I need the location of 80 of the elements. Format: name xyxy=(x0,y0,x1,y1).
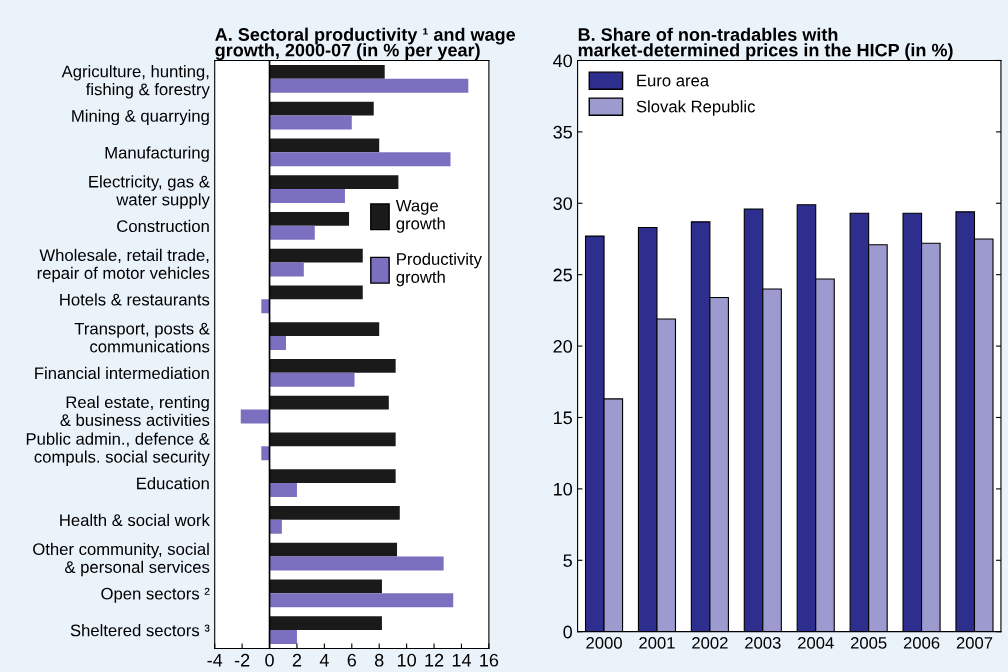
bar xyxy=(269,519,282,534)
y-tick-label: 0 xyxy=(563,625,573,639)
y-tick-label: 20 xyxy=(553,340,573,353)
y-tick-label: Manufacturing xyxy=(105,146,209,162)
x-tick-label: 2004 xyxy=(798,636,834,649)
bar xyxy=(269,285,363,300)
y-tick-label: 35 xyxy=(553,125,572,139)
y-tick-label: Sheltered sectors ³ xyxy=(70,624,210,637)
legend-label: Slovak Republic xyxy=(636,100,755,116)
legend-label: Wage growth xyxy=(395,199,445,233)
y-tick-label: Real estate, renting & business activities xyxy=(60,395,210,426)
bar xyxy=(269,395,389,410)
bar xyxy=(269,556,444,571)
x-tick-label: 0 xyxy=(265,653,274,667)
x-tick-label: 4 xyxy=(319,654,329,667)
x-tick-label: -4 xyxy=(207,654,223,667)
y-tick-label: 5 xyxy=(563,554,572,567)
y-tick-label: Health & social work xyxy=(60,513,210,527)
bar xyxy=(269,101,374,116)
bar xyxy=(269,593,454,608)
x-tick-label: 6 xyxy=(347,653,357,667)
bar xyxy=(269,372,355,387)
bar xyxy=(269,212,350,226)
bar xyxy=(269,189,345,203)
y-tick-label: Electricity, gas & water supply xyxy=(89,175,210,209)
x-tick-label: 16 xyxy=(480,653,499,667)
bar xyxy=(269,542,398,557)
bar xyxy=(269,322,380,337)
y-tick-label: Mining & quarrying xyxy=(72,109,209,126)
legend-label: Productivity growth xyxy=(396,252,482,287)
x-tick-label: 2001 xyxy=(639,636,675,649)
y-tick-label: 10 xyxy=(554,482,573,496)
y-tick-label: Education xyxy=(137,477,209,490)
bar xyxy=(269,469,396,484)
x-tick-label: 2 xyxy=(292,653,302,667)
y-tick-label: Other community, social & personal services xyxy=(33,542,210,577)
y-tick-label: 25 xyxy=(553,268,572,282)
bar xyxy=(269,616,382,631)
x-tick-label: 2007 xyxy=(956,636,993,649)
y-tick-label: Agriculture, hunting, fishing & forestry xyxy=(61,65,210,99)
bar xyxy=(269,138,380,153)
y-tick-label: Hotels & restaurants xyxy=(60,293,210,306)
bar xyxy=(269,630,297,644)
y-tick-label: Construction xyxy=(117,219,209,233)
x-tick-label: 2000 xyxy=(586,636,622,649)
chart-title: A. Sectoral productivity ¹ and wage growth, 2000-07 (in % per year) xyxy=(215,27,516,61)
x-tick-label: 12 xyxy=(425,653,444,667)
y-tick-label: Public admin., defence & compuls. social security xyxy=(26,432,210,467)
bar xyxy=(269,115,352,130)
x-tick-label: 10 xyxy=(397,653,416,667)
bar xyxy=(269,152,451,167)
bar xyxy=(269,336,286,350)
bar xyxy=(269,65,385,79)
x-tick-label: 2002 xyxy=(692,636,728,649)
legend-label: Euro area xyxy=(637,74,710,87)
x-tick-label: 2006 xyxy=(903,636,940,649)
x-tick-label: 8 xyxy=(374,653,384,667)
x-tick-label: -2 xyxy=(234,653,250,667)
x-tick-label: 2003 xyxy=(745,636,781,649)
y-tick-label: 15 xyxy=(554,411,572,425)
x-tick-label: 2005 xyxy=(850,636,887,649)
y-tick-label: Wholesale, retail trade, repair of motor vehicles xyxy=(37,248,210,283)
x-tick-label: 14 xyxy=(452,654,471,667)
bar xyxy=(269,262,304,277)
bar xyxy=(269,483,297,497)
bar xyxy=(269,248,363,263)
bar xyxy=(269,432,396,447)
bar xyxy=(269,579,382,594)
bar xyxy=(269,225,315,240)
bar xyxy=(269,359,396,373)
y-tick-label: 30 xyxy=(553,197,573,210)
bar xyxy=(269,506,400,520)
bar xyxy=(240,409,270,424)
y-tick-label: Transport, posts & communications xyxy=(74,322,210,353)
y-tick-label: Open sectors ² xyxy=(101,587,210,603)
chart-title: B. Share of non-tradables with market-determined prices in the HICP (in %) xyxy=(578,27,953,61)
bar xyxy=(269,78,469,93)
y-tick-label: 40 xyxy=(553,54,573,68)
y-tick-label: Financial intermediation xyxy=(35,366,209,380)
bar xyxy=(269,175,399,190)
